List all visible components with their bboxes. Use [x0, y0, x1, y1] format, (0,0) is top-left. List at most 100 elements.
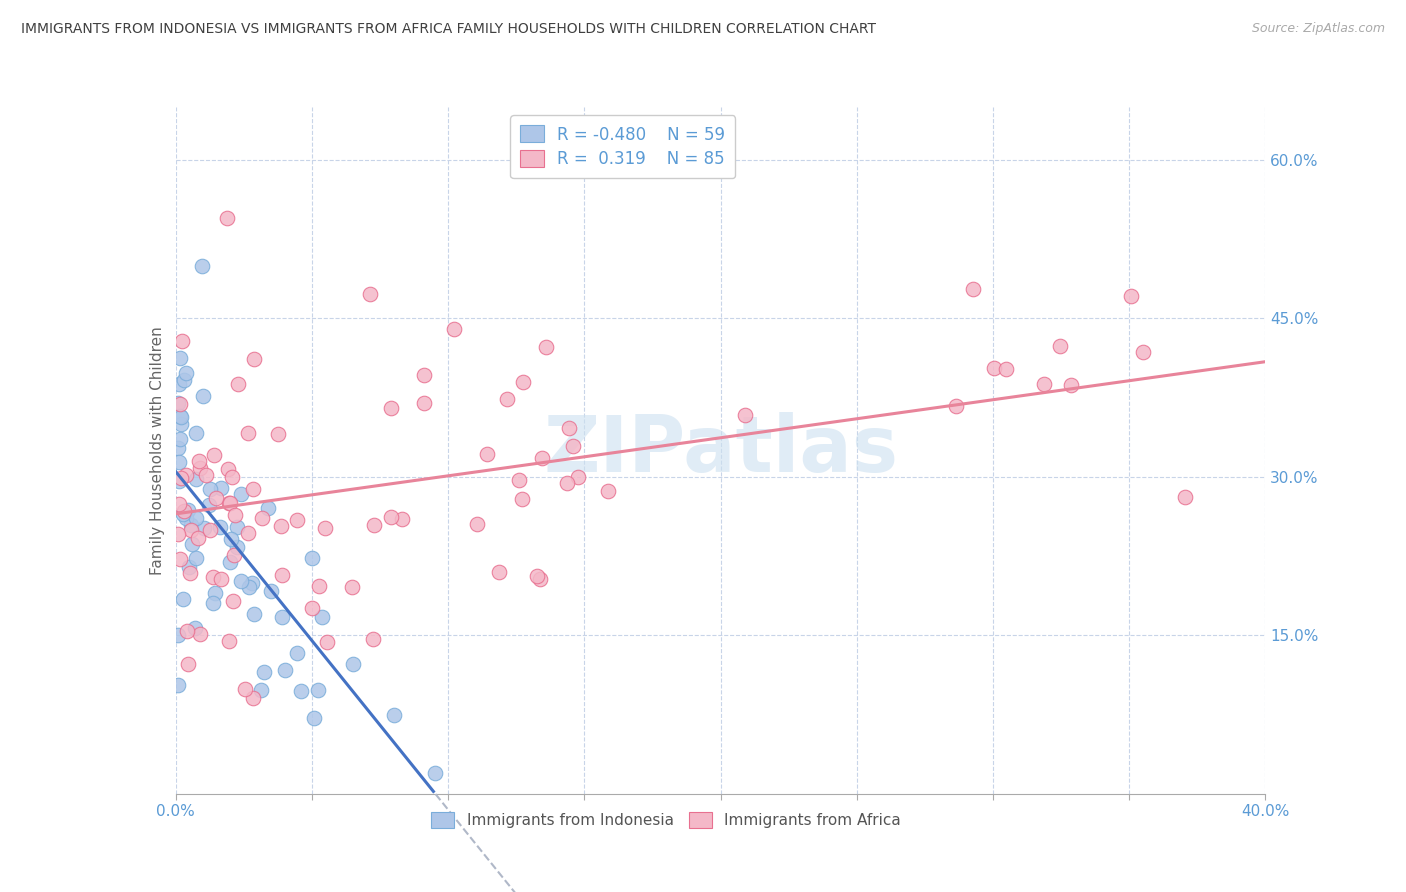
Point [238, 426, 260, 441]
Point [340, 580, 363, 594]
Point [184, 622, 207, 636]
Point [193, 520, 215, 534]
Point [169, 351, 191, 365]
Point [191, 389, 214, 403]
Point [994, 362, 1017, 376]
Text: IMMIGRANTS FROM INDONESIA VS IMMIGRANTS FROM AFRICA FAMILY HOUSEHOLDS WITH CHILD: IMMIGRANTS FROM INDONESIA VS IMMIGRANTS … [21, 22, 876, 37]
Point [534, 340, 557, 354]
Point [1059, 377, 1081, 392]
Point [198, 498, 221, 512]
Point [221, 470, 243, 484]
Point [172, 592, 194, 607]
Point [167, 396, 190, 410]
Point [285, 513, 308, 527]
Point [169, 409, 191, 424]
Point [1049, 339, 1071, 353]
Point [167, 628, 190, 642]
Point [188, 627, 211, 641]
Point [176, 624, 198, 639]
Point [443, 322, 465, 336]
Point [983, 361, 1005, 376]
Point [225, 519, 247, 533]
Point [198, 523, 221, 537]
Point [176, 468, 198, 483]
Point [173, 504, 195, 518]
Point [169, 455, 191, 469]
Point [179, 566, 201, 580]
Point [167, 527, 190, 541]
Point [174, 366, 197, 380]
Point [169, 397, 191, 411]
Point [169, 551, 191, 566]
Point [180, 524, 202, 538]
Point [529, 572, 551, 586]
Point [187, 532, 209, 546]
Point [177, 559, 200, 574]
Point [202, 448, 225, 462]
Point [301, 601, 323, 615]
Point [170, 334, 193, 348]
Point [184, 551, 207, 566]
Point [308, 579, 330, 593]
Point [217, 462, 239, 476]
Y-axis label: Family Households with Children: Family Households with Children [149, 326, 165, 574]
Point [202, 596, 225, 610]
Point [176, 657, 198, 672]
Point [224, 548, 246, 562]
Point [256, 501, 278, 516]
Point [184, 426, 207, 441]
Point [508, 473, 530, 487]
Point [567, 469, 589, 483]
Point [242, 482, 264, 496]
Point [180, 518, 202, 533]
Point [243, 351, 266, 366]
Point [510, 492, 533, 507]
Point [945, 399, 967, 413]
Point [169, 497, 191, 511]
Legend: Immigrants from Indonesia, Immigrants from Africa: Immigrants from Indonesia, Immigrants fr… [426, 806, 907, 834]
Point [475, 447, 498, 461]
Text: ZIPatlas: ZIPatlas [543, 412, 898, 489]
Point [382, 708, 405, 723]
Point [637, 139, 659, 153]
Point [172, 508, 194, 522]
Point [250, 682, 273, 697]
Point [219, 555, 242, 569]
Point [734, 408, 756, 422]
Point [205, 491, 228, 505]
Point [1132, 344, 1154, 359]
Point [188, 460, 211, 475]
Point [512, 375, 534, 389]
Point [496, 392, 519, 407]
Text: Source: ZipAtlas.com: Source: ZipAtlas.com [1251, 22, 1385, 36]
Point [238, 580, 260, 594]
Point [271, 610, 294, 624]
Point [169, 417, 191, 432]
Point [208, 519, 231, 533]
Point [314, 521, 336, 535]
Point [311, 610, 333, 624]
Point [226, 377, 249, 392]
Point [488, 565, 510, 579]
Point [170, 409, 193, 424]
Point [173, 374, 195, 388]
Point [423, 765, 446, 780]
Point [267, 427, 290, 442]
Point [413, 368, 436, 382]
Point [177, 503, 200, 517]
Point [169, 471, 191, 485]
Point [167, 678, 190, 692]
Point [184, 472, 207, 486]
Point [218, 634, 240, 648]
Point [240, 576, 263, 591]
Point [224, 508, 246, 523]
Point [174, 511, 197, 525]
Point [290, 683, 312, 698]
Point [301, 551, 323, 566]
Point [1174, 491, 1197, 505]
Point [1119, 289, 1142, 303]
Point [218, 496, 240, 510]
Point [169, 474, 191, 488]
Point [167, 376, 190, 391]
Point [962, 282, 984, 296]
